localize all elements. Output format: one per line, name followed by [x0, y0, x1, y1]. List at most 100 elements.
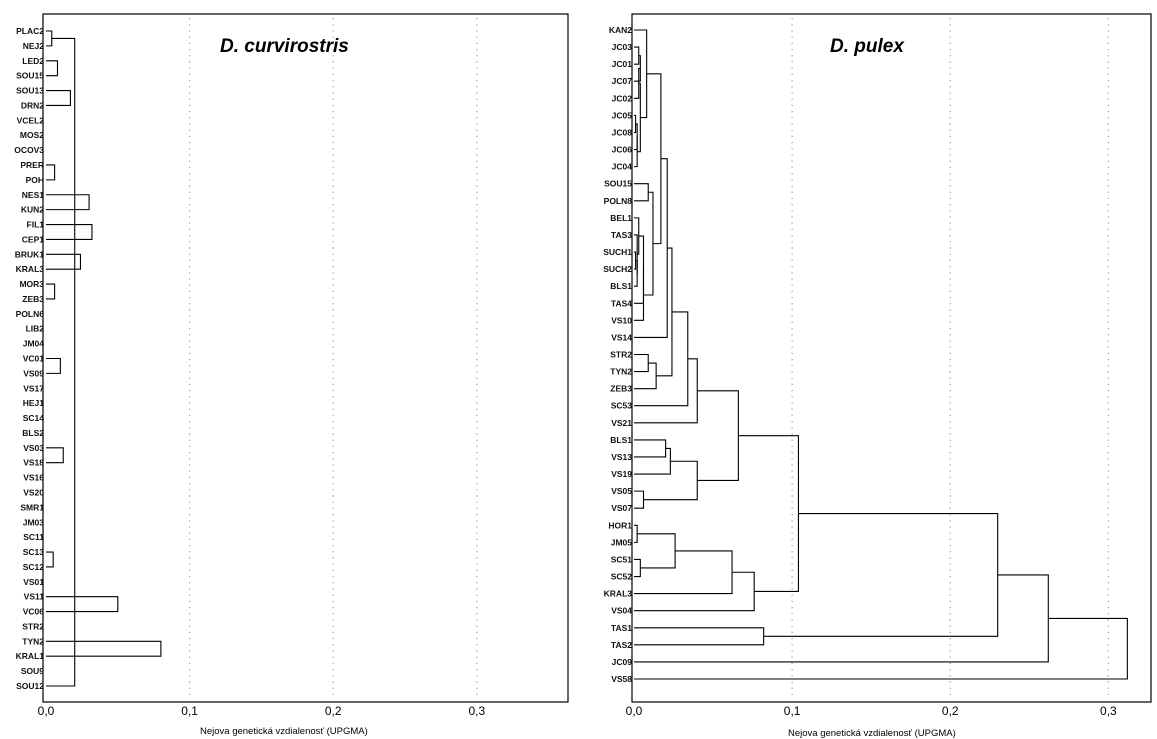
x-tick-label: 0,0	[38, 704, 55, 718]
leaf-label: JC02	[612, 93, 633, 103]
leaf-label: SC52	[611, 572, 633, 582]
x-axis-label: Nejova genetická vzdialenosť (UPGMA)	[200, 726, 368, 737]
leaf-label: NEJ2	[23, 41, 45, 51]
plot-frame	[42, 13, 569, 703]
dendrogram-link	[46, 30, 53, 47]
leaf-label: POLN8	[604, 196, 633, 206]
dendrogram-link	[46, 60, 59, 77]
leaf-label: PLAC2	[16, 26, 44, 36]
leaf-label: JC01	[612, 59, 633, 69]
dendrogram-link	[46, 596, 119, 613]
dendrogram-link	[634, 217, 640, 255]
dendrogram-link	[634, 447, 671, 475]
x-tick-label: 0,2	[325, 704, 342, 718]
leaf-label: KRAL3	[16, 264, 45, 274]
leaf-label: SC13	[23, 547, 45, 557]
dendrogram-link	[46, 551, 54, 568]
leaf-label: KRAL3	[604, 589, 633, 599]
leaf-label: KRAL1	[16, 651, 45, 661]
leaf-label: STR2	[22, 621, 44, 631]
dendrogram-link	[634, 158, 668, 338]
chart-title: D. curvirostris	[220, 36, 349, 57]
dendrogram-link	[634, 490, 645, 509]
x-tick-label: 0,2	[942, 704, 959, 718]
leaf-label: MOR3	[19, 279, 44, 289]
leaf-label: TAS1	[611, 623, 632, 633]
leaf-label: SOU13	[16, 86, 44, 96]
dendrogram-link	[46, 283, 56, 300]
leaf-label: TAS2	[611, 640, 632, 650]
leaf-label: FIL1	[27, 220, 45, 230]
leaf-label: PRER	[20, 160, 44, 170]
dendrogram-link	[46, 253, 82, 270]
x-tick-label: 0,1	[784, 704, 801, 718]
dendrogram-link	[634, 269, 645, 321]
leaf-label: ZEB3	[22, 294, 44, 304]
leaf-label: VS07	[611, 503, 632, 513]
leaf-label: POLN6	[16, 309, 45, 319]
leaf-label: TAS3	[611, 230, 632, 240]
leaf-label: HEJ1	[23, 398, 45, 408]
dendrogram-link	[656, 247, 673, 377]
plot-frame	[631, 13, 1152, 703]
dendrogram-link	[634, 617, 1128, 680]
dendrogram-link	[634, 251, 637, 270]
dendrogram-link	[46, 164, 56, 181]
leaf-label: JM05	[611, 537, 633, 547]
dendrogram-link	[738, 435, 799, 593]
dendrogram-link	[634, 574, 1049, 663]
leaf-label: VS18	[23, 458, 44, 468]
leaf-label: BLS2	[22, 428, 44, 438]
leaf-label: JM03	[23, 517, 45, 527]
leaf-label: LED2	[22, 56, 44, 66]
dendrogram-link	[634, 46, 640, 65]
leaf-label: JC05	[612, 110, 633, 120]
dendrogram-panel-pulex: KAN2 JC03 JC01 JC07 JC02 JC05 JC08 JC06 JC04 SOU1…	[603, 13, 1152, 739]
leaf-label: OCOV3	[14, 145, 44, 155]
leaf-label: JC03	[612, 42, 633, 52]
leaf-label: SC53	[611, 401, 633, 411]
dendrogram-link	[634, 550, 733, 595]
leaf-label: VC01	[23, 354, 45, 364]
leaf-label: SC12	[23, 562, 45, 572]
leaf-label: NES1	[22, 190, 44, 200]
leaf-label: SOU9	[21, 666, 44, 676]
leaf-label: BEL1	[610, 213, 632, 223]
dendrogram-link	[646, 73, 662, 245]
leaf-label: BLS1	[610, 435, 632, 445]
dendrogram-link	[634, 136, 638, 168]
dendrogram-link	[46, 223, 93, 240]
leaf-label: SOU15	[604, 179, 632, 189]
chart-title: D. pulex	[830, 36, 905, 57]
leaf-label: SUCH1	[603, 247, 632, 257]
dendrogram-link	[637, 533, 676, 569]
leaf-label: VS01	[23, 577, 44, 587]
leaf-label: JC09	[612, 657, 633, 667]
leaf-label: SUCH2	[603, 264, 632, 274]
x-tick-label: 0,3	[468, 704, 485, 718]
dendrogram-link	[634, 183, 649, 202]
leaf-label: VS21	[611, 418, 632, 428]
dendrogram-link	[46, 89, 71, 106]
leaf-label: VS16	[23, 473, 44, 483]
leaf-label: JC06	[612, 145, 633, 155]
leaf-label: JC07	[612, 76, 633, 86]
leaf-label: SC51	[611, 554, 633, 564]
leaf-label: VS14	[611, 332, 632, 342]
leaf-label: TAS4	[611, 298, 632, 308]
leaf-label: SMR1	[20, 502, 44, 512]
x-tick-label: 0,3	[1100, 704, 1117, 718]
leaf-label: SC14	[23, 413, 45, 423]
leaf-label: JM04	[23, 339, 45, 349]
leaf-label: SOU15	[16, 71, 44, 81]
dendrogram-link	[46, 640, 162, 657]
leaf-label: VS20	[23, 487, 44, 497]
dendrogram-link	[46, 194, 90, 211]
leaf-label: DRN2	[21, 100, 44, 110]
leaf-label: VCEL2	[17, 115, 45, 125]
leaf-label: SC11	[23, 532, 44, 542]
leaf-label: JC04	[612, 162, 633, 172]
dendrogram-panel-curvirostris: PLAC2 NEJ2 LED2 SOU15 SOU13 DRN2 VCEL2 MOS2 OCOV…	[14, 13, 569, 737]
dendrogram-link	[46, 357, 61, 374]
